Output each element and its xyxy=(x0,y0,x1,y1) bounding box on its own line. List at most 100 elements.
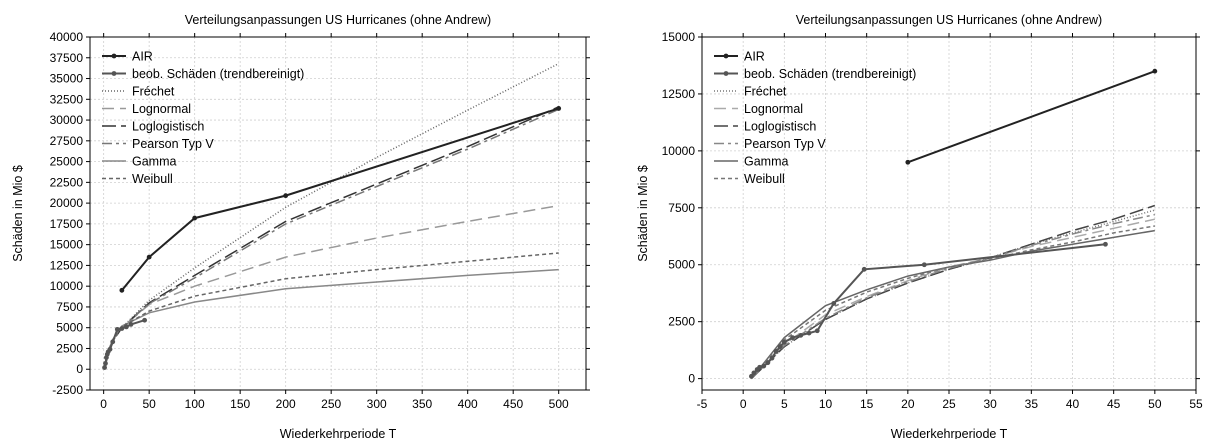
data-point-beob-sch-den-trendbereinigt xyxy=(806,330,812,336)
x-tick-label: 5 xyxy=(781,397,788,411)
x-axis-label: Wiederkehrperiode T xyxy=(891,427,1008,439)
y-tick-label: 7500 xyxy=(56,300,83,314)
data-point-air xyxy=(905,159,911,165)
legend-marker xyxy=(723,71,729,76)
y-tick-label: 10000 xyxy=(50,279,84,293)
data-point-beob-sch-den-trendbereinigt xyxy=(814,328,820,334)
data-point-air xyxy=(192,215,198,221)
data-point-air xyxy=(146,254,152,260)
legend-label: Lognormal xyxy=(744,102,803,116)
x-tick-label: 300 xyxy=(367,397,387,411)
legend-marker xyxy=(723,53,729,59)
x-tick-label: 500 xyxy=(549,397,569,411)
data-point-air xyxy=(119,287,125,293)
x-tick-label: 0 xyxy=(740,397,747,411)
data-point-air xyxy=(556,106,562,111)
legend-marker xyxy=(111,53,117,59)
series-line-loglogistisch xyxy=(750,204,1156,380)
x-tick-label: 10 xyxy=(819,397,833,411)
y-tick-label: 15000 xyxy=(662,30,696,44)
data-point-beob-sch-den-trendbereinigt xyxy=(781,339,787,345)
y-tick-label: 0 xyxy=(688,372,695,386)
series-line-lognormal xyxy=(750,218,1155,380)
data-point-beob-sch-den-trendbereinigt xyxy=(769,355,775,361)
chart-title: Verteilungsanpassungen US Hurricanes (oh… xyxy=(185,13,491,27)
legend-label: Gamma xyxy=(132,155,177,169)
legend-label: Fréchet xyxy=(744,85,787,99)
data-point-beob-sch-den-trendbereinigt xyxy=(102,365,107,370)
legend-label: Weibull xyxy=(132,172,173,186)
chart-right: 0 2500 5000 7500 10000 12500 15000 -5 0 5 10 15 20 25… xyxy=(607,0,1215,441)
data-point-beob-sch-den-trendbereinigt xyxy=(110,339,116,345)
legend-label: beob. Schäden (trendbereinigt) xyxy=(744,67,916,81)
legend-label: Gamma xyxy=(744,155,789,169)
legend-label: Fréchet xyxy=(132,85,175,99)
y-tick-label: 25000 xyxy=(50,155,84,169)
data-point-beob-sch-den-trendbereinigt xyxy=(921,262,927,268)
legend-label: Lognormal xyxy=(132,102,191,116)
x-tick-label: 0 xyxy=(100,397,107,411)
chart-left-svg: -250002500500075001000012500150001750020… xyxy=(11,13,590,441)
chart-title: Verteilungsanpassungen US Hurricanes (oh… xyxy=(796,13,1102,27)
data-point-beob-sch-den-trendbereinigt xyxy=(124,324,129,330)
plot-frame xyxy=(89,36,587,391)
data-point-beob-sch-den-trendbereinigt xyxy=(790,335,795,341)
y-axis-label: Schäden in Mio $ xyxy=(11,165,25,262)
y-tick-label: 22500 xyxy=(50,175,84,189)
data-point-beob-sch-den-trendbereinigt xyxy=(128,321,134,327)
y-axis-label: Schäden in Mio $ xyxy=(636,165,650,262)
legend-label: Pearson Typ V xyxy=(132,137,214,151)
series-line-weibull xyxy=(750,225,1155,380)
data-point-beob-sch-den-trendbereinigt xyxy=(107,346,113,352)
x-axis-label: Wiederkehrperiode T xyxy=(280,427,397,439)
y-tick-label: 32500 xyxy=(50,92,84,106)
legend-marker xyxy=(111,71,117,76)
x-tick-label: 350 xyxy=(412,397,432,411)
data-point-air xyxy=(283,193,289,199)
data-point-beob-sch-den-trendbereinigt xyxy=(798,332,804,338)
data-point-beob-sch-den-trendbereinigt xyxy=(773,348,779,354)
legend-label: Weibull xyxy=(744,172,785,186)
data-point-beob-sch-den-trendbereinigt xyxy=(142,317,148,323)
y-tick-label: -2500 xyxy=(52,383,83,397)
data-point-beob-sch-den-trendbereinigt xyxy=(1103,241,1108,247)
y-tick-label: 40000 xyxy=(50,30,84,44)
x-tick-label: 20 xyxy=(901,397,915,411)
y-tick-label: 17500 xyxy=(50,217,84,231)
x-tick-label: 40 xyxy=(1066,397,1080,411)
legend-label: AIR xyxy=(132,50,153,64)
y-tick-label: 12500 xyxy=(50,258,84,272)
y-tick-label: 27500 xyxy=(50,134,84,148)
y-tick-label: 7500 xyxy=(668,201,695,215)
data-point-beob-sch-den-trendbereinigt xyxy=(777,344,783,350)
data-point-beob-sch-den-trendbereinigt xyxy=(749,373,754,379)
data-point-air xyxy=(1152,68,1158,74)
legend-label: Pearson Typ V xyxy=(744,137,826,151)
data-point-beob-sch-den-trendbereinigt xyxy=(119,326,125,331)
data-point-beob-sch-den-trendbereinigt xyxy=(765,360,771,366)
x-tick-label: 55 xyxy=(1189,397,1203,411)
y-tick-label: 5000 xyxy=(668,258,695,272)
series-line-air xyxy=(907,70,1156,164)
plot-area xyxy=(90,37,586,390)
x-tick-label: 150 xyxy=(230,397,250,411)
y-tick-label: 37500 xyxy=(50,51,84,65)
data-point-beob-sch-den-trendbereinigt xyxy=(861,266,867,272)
x-tick-label: 25 xyxy=(942,397,956,411)
x-tick-label: 45 xyxy=(1107,397,1121,411)
data-point-beob-sch-den-trendbereinigt xyxy=(751,370,757,376)
x-tick-label: 50 xyxy=(142,397,156,411)
x-tick-label: 450 xyxy=(503,397,523,411)
y-tick-label: 5000 xyxy=(56,321,83,335)
y-tick-label: 12500 xyxy=(662,87,696,101)
y-tick-label: 2500 xyxy=(668,315,695,329)
legend-label: AIR xyxy=(744,50,765,64)
legend-label: Loglogistisch xyxy=(744,120,816,134)
data-point-beob-sch-den-trendbereinigt xyxy=(114,326,120,332)
y-tick-label: 2500 xyxy=(56,341,83,355)
data-point-beob-sch-den-trendbereinigt xyxy=(761,363,767,369)
y-tick-label: 20000 xyxy=(50,196,84,210)
y-tick-label: 35000 xyxy=(50,72,84,86)
x-tick-label: 400 xyxy=(458,397,478,411)
